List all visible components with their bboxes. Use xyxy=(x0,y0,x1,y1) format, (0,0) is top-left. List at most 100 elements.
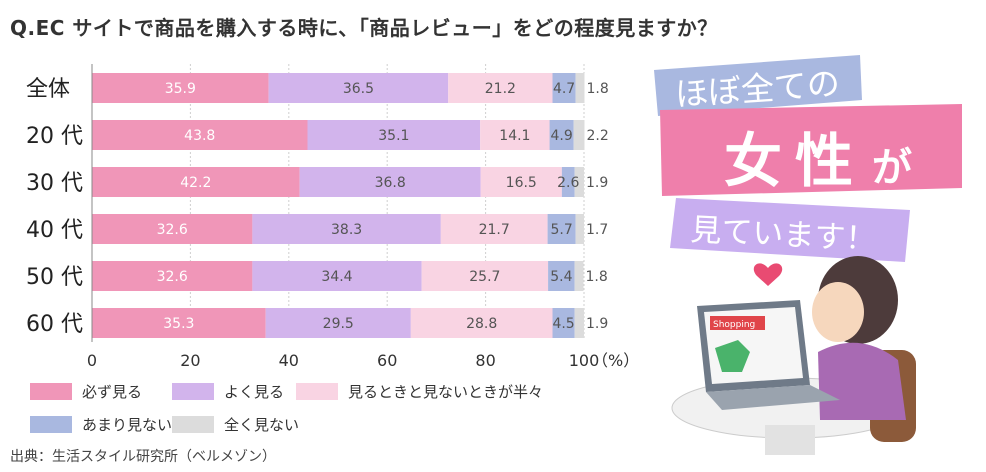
legend-item-5: 全く見ない xyxy=(172,414,299,435)
x-tick-label: 20 xyxy=(180,351,200,370)
face-icon xyxy=(812,282,864,342)
data-label: 14.1 xyxy=(499,128,530,144)
bar-segment xyxy=(92,261,253,291)
data-label: 34.4 xyxy=(321,269,352,285)
legend-swatch-4 xyxy=(30,416,72,433)
bar-segment xyxy=(299,167,481,197)
data-label: 2.6 xyxy=(557,175,579,191)
data-label: 32.6 xyxy=(157,222,188,238)
x-tick-label: 60 xyxy=(377,351,397,370)
legend-item-1: 必ず見る xyxy=(30,381,142,402)
data-label: 29.5 xyxy=(323,316,354,332)
data-label: 5.4 xyxy=(550,269,572,285)
callout-band-middle xyxy=(660,104,962,196)
bar-segment xyxy=(268,73,449,103)
bar-segment xyxy=(574,167,584,197)
bar-segment xyxy=(552,73,576,103)
legend-label-1: 必ず見る xyxy=(82,383,143,401)
category-label: 30 代 xyxy=(26,171,83,196)
bar-segment xyxy=(92,308,266,338)
heart-icon xyxy=(753,263,783,286)
legend-label-2: よく見る xyxy=(224,383,285,401)
callout-char-1: 女 xyxy=(724,127,782,195)
callout-band-bottom xyxy=(670,198,910,262)
bar-segment xyxy=(575,214,584,244)
legend-label-5: 全く見ない xyxy=(224,416,300,434)
bar-segment xyxy=(574,308,584,338)
legend-swatch-2 xyxy=(172,383,214,400)
data-label: 25.7 xyxy=(469,269,500,285)
category-label: 60 代 xyxy=(26,312,83,337)
bar-segment xyxy=(92,120,308,150)
bar-segment xyxy=(410,308,553,338)
bar-segment xyxy=(92,214,253,244)
bar-segment xyxy=(92,167,300,197)
data-label: 1.8 xyxy=(586,81,608,97)
legend-label-3: 見るときと見ないときが半々 xyxy=(348,383,544,401)
bar-segment xyxy=(561,167,575,197)
x-unit-label: （%） xyxy=(592,351,639,370)
data-label: 32.6 xyxy=(157,269,188,285)
data-label: 28.8 xyxy=(466,316,497,332)
data-label: 2.2 xyxy=(586,128,608,144)
data-label: 36.5 xyxy=(343,81,374,97)
sweater-icon xyxy=(818,342,906,420)
bar-segment xyxy=(575,73,585,103)
bar-layer xyxy=(92,73,585,338)
data-label: 42.2 xyxy=(180,175,211,191)
data-label: 43.8 xyxy=(184,128,215,144)
bar-segment xyxy=(480,120,550,150)
label-layer: 35.9 36.5 21.2 4.7 1.8 43.8 35.1 14.1 4.9 2.2 42.2… xyxy=(157,81,609,332)
callout-band-top xyxy=(654,55,862,116)
data-label: 38.3 xyxy=(331,222,362,238)
data-label: 5.7 xyxy=(550,222,572,238)
data-label: 4.9 xyxy=(550,128,572,144)
bar-segment xyxy=(92,73,269,103)
x-tick-label: 0 xyxy=(87,351,97,370)
data-label: 1.7 xyxy=(586,222,608,238)
data-label: 16.5 xyxy=(506,175,537,191)
legend-item-4: あまり見ない xyxy=(30,414,172,435)
bar-segment xyxy=(252,214,441,244)
x-tick-label: 40 xyxy=(279,351,299,370)
legend-swatch-5 xyxy=(172,416,214,433)
data-label: 1.9 xyxy=(586,316,608,332)
x-tick-label: 100 xyxy=(569,351,600,370)
bar-segment xyxy=(252,261,422,291)
data-label: 21.2 xyxy=(485,81,516,97)
shirt-icon xyxy=(715,340,750,372)
screen-banner xyxy=(710,316,765,330)
bar-segment xyxy=(440,214,548,244)
bar-segment xyxy=(573,120,585,150)
category-label: 全体 xyxy=(26,77,70,102)
category-label: 50 代 xyxy=(26,265,83,290)
category-label: 20 代 xyxy=(26,124,83,149)
table-leg xyxy=(765,425,815,455)
data-label: 1.9 xyxy=(586,175,608,191)
chart-title: Q.EC サイトで商品を購入する時に、「商品レビュー」をどの程度見ますか？ xyxy=(10,16,718,40)
bar-segment xyxy=(307,120,481,150)
source-note: 出典：生活スタイル研究所（ベルメゾン） xyxy=(10,449,276,465)
bar-segment xyxy=(421,261,549,291)
bar-segment xyxy=(448,73,553,103)
legend-item-3: 見るときと見ないときが半々 xyxy=(296,381,543,402)
bar-segment xyxy=(549,120,574,150)
legend-swatch-1 xyxy=(30,383,72,400)
laptop-base-icon xyxy=(706,385,840,410)
bar-segment xyxy=(548,261,575,291)
callout-char-3: が xyxy=(872,145,912,191)
bar-segment xyxy=(552,308,575,338)
axis-layer: 0 20 40 60 80 100（%） 全体 20 代 30 代 40 代 50 代 60 代 xyxy=(26,64,639,370)
data-label: 4.5 xyxy=(552,316,574,332)
data-label: 35.1 xyxy=(378,128,409,144)
data-label: 21.7 xyxy=(479,222,510,238)
bar-segment xyxy=(547,214,576,244)
data-label: 4.7 xyxy=(553,81,575,97)
data-label: 36.8 xyxy=(375,175,406,191)
data-label: 35.3 xyxy=(163,316,194,332)
bar-segment xyxy=(574,261,584,291)
bar-segment xyxy=(265,308,411,338)
data-label: 1.8 xyxy=(586,269,608,285)
